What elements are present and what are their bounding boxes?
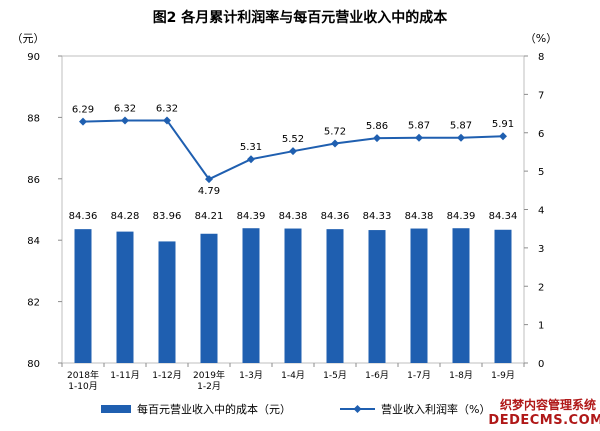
bar-data-label: 84.39 [447, 211, 476, 222]
bar-data-label: 84.38 [279, 211, 308, 222]
x-tick-label: 1-4月 [281, 370, 305, 381]
line-point [457, 133, 465, 142]
line-point [499, 132, 507, 141]
legend-line-marker [353, 405, 362, 413]
x-tick-label: 2018年 [67, 369, 99, 381]
y-right-tick-label: 1 [538, 321, 544, 332]
bar [158, 241, 176, 363]
line-data-label: 4.79 [198, 186, 220, 197]
line-point [373, 134, 381, 143]
y-right-tick-label: 4 [538, 206, 544, 217]
line-data-label: 5.91 [492, 119, 514, 130]
y-left-tick-label: 82 [27, 298, 40, 309]
line-data-label: 5.72 [324, 126, 346, 137]
bar-data-label: 84.21 [195, 211, 224, 222]
y-right-tick-label: 8 [538, 52, 544, 63]
legend-bar-label: 每百元营业收入中的成本（元） [137, 402, 291, 416]
x-tick-label: 1-12月 [152, 370, 181, 381]
left-axis-unit: （元） [12, 32, 45, 45]
y-right-tick-label: 2 [538, 282, 544, 293]
bar-data-label: 84.33 [363, 211, 392, 222]
line-point [247, 155, 255, 164]
y-right-tick-label: 7 [538, 90, 544, 101]
line-data-label: 6.29 [72, 105, 94, 116]
x-tick-label: 1-2月 [197, 381, 221, 392]
right-axis-unit: （%） [525, 32, 557, 45]
y-left-tick-label: 86 [27, 175, 40, 186]
bar [200, 233, 218, 363]
line-point [415, 133, 423, 142]
x-tick-label: 1-6月 [365, 370, 389, 381]
y-left-tick-label: 80 [27, 359, 40, 370]
x-tick-label: 1-8月 [449, 370, 473, 381]
y-right-tick-label: 3 [538, 244, 544, 255]
x-tick-label: 2019年 [193, 369, 225, 381]
x-tick-label: 1-10月 [68, 381, 97, 392]
bar [326, 229, 344, 363]
line-point [121, 116, 129, 125]
y-left-tick-label: 84 [27, 236, 40, 247]
bar-data-label: 84.34 [489, 211, 518, 222]
legend: 每百元营业收入中的成本（元） 营业收入利润率（%） [101, 402, 490, 416]
line-data-label: 6.32 [114, 103, 136, 114]
bar [242, 228, 260, 363]
y-axis-left: 80 82 84 86 88 90 [27, 52, 62, 370]
watermark-line1: 织梦内容管理系统 [500, 397, 596, 412]
x-tick-label: 1-9月 [491, 370, 515, 381]
line-point [289, 147, 297, 156]
bar-data-label: 84.39 [237, 211, 266, 222]
bar-data-label: 84.36 [321, 211, 350, 222]
line-point [79, 117, 87, 126]
watermark-line2: DEDECMS.COM [488, 413, 600, 428]
line-data-label: 5.86 [366, 121, 388, 132]
line-data-label: 5.52 [282, 134, 304, 145]
line-series: 6.29 6.32 6.32 4.79 5.31 5.52 5.72 5.86 5.87 5.87… [72, 103, 514, 197]
bar-series: 84.36 84.28 83.96 84.21 84.39 84.38 84.36 84.33… [69, 211, 518, 363]
bar [74, 229, 92, 363]
watermark: 织梦内容管理系统 DEDECMS.COM [488, 397, 600, 428]
bar [452, 228, 470, 363]
chart-title: 图2 各月累计利润率与每百元营业收入中的成本 [153, 9, 449, 26]
bar-data-label: 84.36 [69, 211, 98, 222]
bar-data-label: 84.28 [111, 211, 140, 222]
bar [368, 230, 386, 363]
line-point [163, 116, 171, 125]
bar [410, 228, 428, 363]
legend-bar-swatch [101, 405, 131, 413]
x-tick-label: 1-7月 [407, 370, 431, 381]
bar [494, 229, 512, 363]
x-tick-label: 1-5月 [323, 370, 347, 381]
y-right-tick-label: 5 [538, 167, 544, 178]
legend-line-label: 营业收入利润率（%） [381, 402, 490, 416]
y-right-tick-label: 0 [538, 359, 544, 370]
y-right-tick-label: 6 [538, 129, 544, 140]
line-data-label: 5.31 [240, 142, 262, 153]
x-tick-label: 1-11月 [110, 370, 139, 381]
bar [284, 228, 302, 363]
y-left-tick-label: 88 [27, 113, 40, 124]
x-tick-label: 1-3月 [239, 370, 263, 381]
bar [116, 231, 134, 363]
line-data-label: 5.87 [450, 121, 472, 132]
line-point [331, 139, 339, 148]
bar-data-label: 84.38 [405, 211, 434, 222]
line-data-label: 6.32 [156, 103, 178, 114]
bar-data-label: 83.96 [153, 211, 182, 222]
line-point [205, 175, 213, 184]
y-left-tick-label: 90 [27, 52, 40, 63]
y-axis-right: 0 1 2 3 4 5 6 7 8 [524, 52, 544, 370]
line-data-label: 5.87 [408, 121, 430, 132]
